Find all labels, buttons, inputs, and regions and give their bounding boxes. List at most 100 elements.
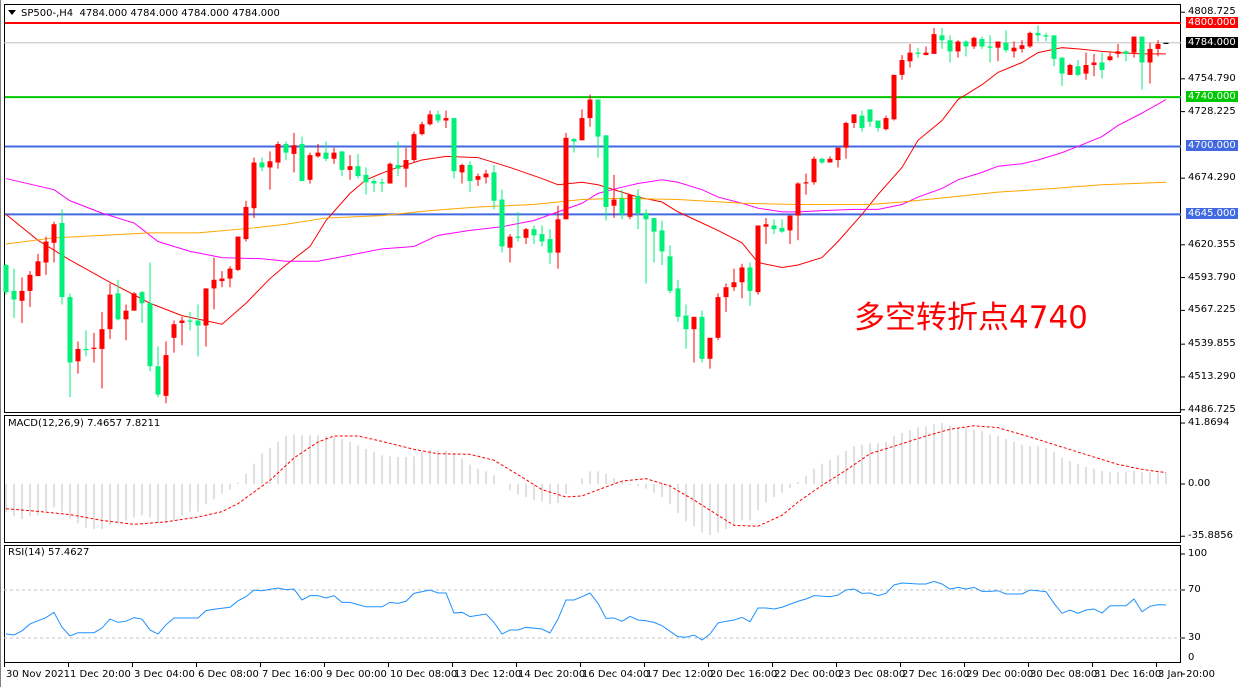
candle xyxy=(107,283,113,340)
candle xyxy=(155,346,161,398)
candle-body-up xyxy=(75,348,81,362)
macd-signal-line xyxy=(5,425,1167,527)
candle xyxy=(363,167,369,195)
candle-body-up xyxy=(555,219,561,253)
candle-body-down xyxy=(699,316,705,359)
candle xyxy=(411,131,417,163)
candle-body-down xyxy=(491,172,497,201)
candle-body-up xyxy=(955,41,961,52)
ma-mid-line xyxy=(5,99,1167,262)
candle xyxy=(283,141,289,161)
candle-body-down xyxy=(59,223,65,298)
candle-body-down xyxy=(339,151,345,170)
candle-body-up xyxy=(835,147,841,161)
candle xyxy=(379,178,385,193)
candle-body-down xyxy=(875,120,881,128)
candle xyxy=(763,218,769,244)
candle-body-down xyxy=(1075,66,1081,75)
candle xyxy=(515,211,521,242)
candle-body-up xyxy=(1107,56,1113,61)
candle-body-up xyxy=(91,347,97,349)
y-tick-label: 4728.225 xyxy=(1188,105,1236,117)
candle xyxy=(723,283,729,312)
candle-body-up xyxy=(131,293,137,311)
price-panel[interactable] xyxy=(3,11,1186,411)
candle xyxy=(1139,36,1145,90)
candle xyxy=(299,136,305,182)
macd-y-tick-label: -35.8856 xyxy=(1188,530,1233,542)
candle-body-down xyxy=(915,52,921,54)
candle xyxy=(19,277,25,323)
candle-body-down xyxy=(67,297,73,363)
x-tick-label: 9 Dec 00:00 xyxy=(326,669,387,680)
candle xyxy=(779,219,785,233)
candle-body-up xyxy=(203,288,209,326)
candle-body-down xyxy=(395,164,401,169)
candle xyxy=(675,279,681,322)
x-tick-label: 3 Jan 20:00 xyxy=(1158,669,1215,680)
candle-body-up xyxy=(331,152,337,159)
candle-body-up xyxy=(787,215,793,231)
candle xyxy=(771,219,777,235)
candle xyxy=(115,279,121,321)
x-tick-label: 6 Dec 08:00 xyxy=(198,669,259,680)
candle xyxy=(211,257,217,310)
candle-body-down xyxy=(619,198,625,215)
candle-body-down xyxy=(1139,36,1145,63)
macd-panel[interactable] xyxy=(5,422,1185,537)
candle xyxy=(507,234,513,263)
candle xyxy=(643,209,649,284)
candle-body-down xyxy=(979,39,985,47)
candle xyxy=(651,218,657,263)
candle xyxy=(3,263,9,295)
candle xyxy=(859,110,865,132)
candle-body-down xyxy=(515,236,521,238)
candle-body-up xyxy=(803,182,809,184)
y-tick-label: 4754.790 xyxy=(1188,72,1236,84)
candle-body-down xyxy=(547,239,553,253)
candle-body-up xyxy=(995,41,1001,48)
candle xyxy=(467,161,473,193)
candle xyxy=(987,35,993,63)
candle-body-down xyxy=(1059,57,1065,74)
candle-body-up xyxy=(739,267,745,283)
rsi-panel[interactable] xyxy=(4,553,1185,675)
rsi-y-tick-label: 100 xyxy=(1188,548,1208,559)
dropdown-triangle-icon[interactable] xyxy=(8,10,16,15)
candle-body-down xyxy=(83,348,89,351)
level-badge-4800: 4800.000 xyxy=(1186,17,1238,28)
candle xyxy=(147,262,153,372)
candle xyxy=(307,152,313,184)
x-tick-label: 30 Dec 08:00 xyxy=(1030,669,1098,680)
panel-border xyxy=(4,415,1181,543)
candle xyxy=(315,143,321,158)
candle-body-down xyxy=(1043,35,1049,37)
x-tick-label: 14 Dec 20:00 xyxy=(518,669,586,680)
candle-body-up xyxy=(763,224,769,227)
candle-body-up xyxy=(235,236,241,270)
candle-body-down xyxy=(539,234,545,242)
candle xyxy=(27,271,33,307)
candle xyxy=(523,227,529,244)
candle xyxy=(443,110,449,128)
candle xyxy=(827,156,833,163)
candle xyxy=(891,74,897,121)
candle xyxy=(35,253,41,277)
candle-body-up xyxy=(827,158,833,163)
macd-label: MACD(12,26,9) 7.4657 7.8211 xyxy=(8,418,161,429)
x-tick-label: 7 Dec 16:00 xyxy=(262,669,323,680)
x-tick-label: 10 Dec 08:00 xyxy=(390,669,458,680)
candle-body-up xyxy=(443,118,449,121)
candle xyxy=(819,157,825,164)
candle xyxy=(219,271,225,288)
candle xyxy=(1083,52,1089,80)
candle xyxy=(187,311,193,331)
candle xyxy=(963,40,969,57)
candle-body-down xyxy=(379,182,385,184)
candle xyxy=(451,118,457,179)
candle xyxy=(1043,32,1049,42)
candle xyxy=(619,189,625,220)
y-tick-label: 4593.790 xyxy=(1188,271,1236,283)
candle xyxy=(323,141,329,162)
